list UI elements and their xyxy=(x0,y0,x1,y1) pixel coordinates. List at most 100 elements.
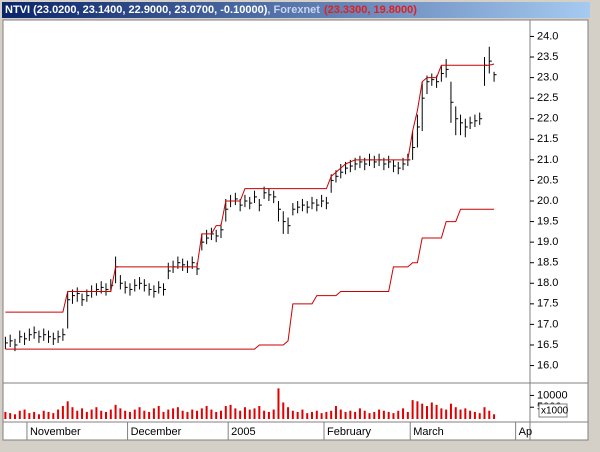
y-tick-label: 19.5 xyxy=(537,215,558,227)
volume-bar xyxy=(162,411,165,419)
volume-bar xyxy=(296,411,299,419)
axis-unit: x1000 xyxy=(541,406,569,417)
volume-bar xyxy=(95,407,98,419)
volume-bar xyxy=(100,410,103,419)
volume-bar xyxy=(152,408,155,419)
volume-bar xyxy=(42,410,45,419)
volume-bar xyxy=(205,406,208,419)
volume-bar xyxy=(363,410,366,419)
y-tick-label: 17.0 xyxy=(537,318,558,330)
volume-bar xyxy=(330,410,333,419)
x-tick-label: February xyxy=(327,426,372,438)
x-tick-label: Ap xyxy=(519,426,532,438)
volume-bar xyxy=(449,403,452,419)
volume-bar xyxy=(253,408,256,419)
volume-bar xyxy=(181,410,184,419)
volume-bar xyxy=(368,413,371,419)
volume-bar xyxy=(176,407,179,419)
chart-area xyxy=(2,19,589,441)
y-tick-label: 20.5 xyxy=(537,174,558,186)
y-tick-label: 23.5 xyxy=(537,51,558,63)
volume-bar xyxy=(272,409,275,419)
title-bar[interactable] xyxy=(2,2,590,18)
chart-title: NTVI (23.0200, 23.1400, 22.9000, 23.0700… xyxy=(5,4,268,16)
volume-bar xyxy=(263,410,266,419)
y-tick-label: 22.5 xyxy=(537,92,558,104)
volume-bar xyxy=(114,404,117,419)
volume-bar xyxy=(33,411,36,419)
x-tick-label: 2005 xyxy=(231,426,255,438)
volume-bar xyxy=(387,411,390,419)
volume-bar xyxy=(473,411,476,419)
volume-bar xyxy=(425,406,428,419)
volume-bar xyxy=(138,407,141,419)
volume-bar xyxy=(76,410,79,419)
volume-bar xyxy=(90,409,93,419)
volume-bar xyxy=(186,411,189,419)
y-tick-label: 20.0 xyxy=(537,195,558,207)
volume-bar xyxy=(411,400,414,419)
y-tick-label: 18.0 xyxy=(537,277,558,289)
volume-bar xyxy=(454,407,457,419)
volume-bar xyxy=(13,414,16,419)
volume-bar xyxy=(9,413,12,419)
volume-bar xyxy=(105,411,108,419)
x-tick-label: December xyxy=(131,426,182,438)
overlay-name: , Forexnet xyxy=(267,4,320,16)
y-tick-label: 21.5 xyxy=(537,133,558,145)
volume-bar xyxy=(143,410,146,419)
volume-bar xyxy=(339,409,342,419)
volume-bar xyxy=(229,404,232,419)
y-tick-label: 23.0 xyxy=(537,71,558,83)
volume-bar xyxy=(37,414,40,419)
overlay-line-lower xyxy=(5,208,495,350)
y-tick-label: 10000 xyxy=(537,389,568,401)
volume-bar xyxy=(215,411,218,419)
volume-bar xyxy=(18,410,21,419)
volume-bar xyxy=(315,410,318,419)
volume-bar xyxy=(133,409,136,419)
volume-bar xyxy=(243,407,246,419)
volume-bar xyxy=(358,408,361,419)
volume-bar xyxy=(66,401,69,419)
volume-bar xyxy=(57,409,60,419)
volume-bar xyxy=(488,410,491,419)
volume-bar xyxy=(148,411,151,419)
volume-bar xyxy=(23,409,26,419)
y-tick-label: 18.5 xyxy=(537,257,558,269)
volume-bar xyxy=(282,402,285,419)
volume-bar xyxy=(464,408,467,419)
volume-bar xyxy=(440,408,443,419)
volume-bar xyxy=(334,406,337,419)
volume-bar xyxy=(28,413,31,419)
volume-bar xyxy=(224,406,227,419)
volume-bar xyxy=(258,406,261,419)
unit-box xyxy=(538,403,568,418)
volume-bar xyxy=(4,411,7,419)
volume-bar xyxy=(128,411,131,419)
y-tick-label: 16.5 xyxy=(537,339,558,351)
volume-bar xyxy=(234,408,237,419)
volume-bar xyxy=(430,402,433,419)
volume-bar xyxy=(378,409,381,419)
volume-bar xyxy=(47,411,50,419)
volume-bar xyxy=(421,403,424,419)
volume-bar xyxy=(493,414,496,419)
volume-bar xyxy=(349,410,352,419)
y-tick-label: 24.0 xyxy=(537,30,558,42)
volume-bar xyxy=(157,406,160,419)
volume-bar xyxy=(210,409,213,419)
volume-bar xyxy=(344,411,347,419)
volume-bar xyxy=(248,409,251,419)
overlay-values: (23.3300, 19.8000) xyxy=(324,4,417,16)
overlay-line-upper xyxy=(5,63,495,313)
volume-bar xyxy=(325,411,328,419)
volume-bar xyxy=(306,413,309,419)
volume-bar xyxy=(167,409,170,419)
volume-bar xyxy=(469,410,472,419)
volume-bar xyxy=(435,404,438,419)
volume-bar xyxy=(267,411,270,419)
volume-bar xyxy=(373,411,376,419)
